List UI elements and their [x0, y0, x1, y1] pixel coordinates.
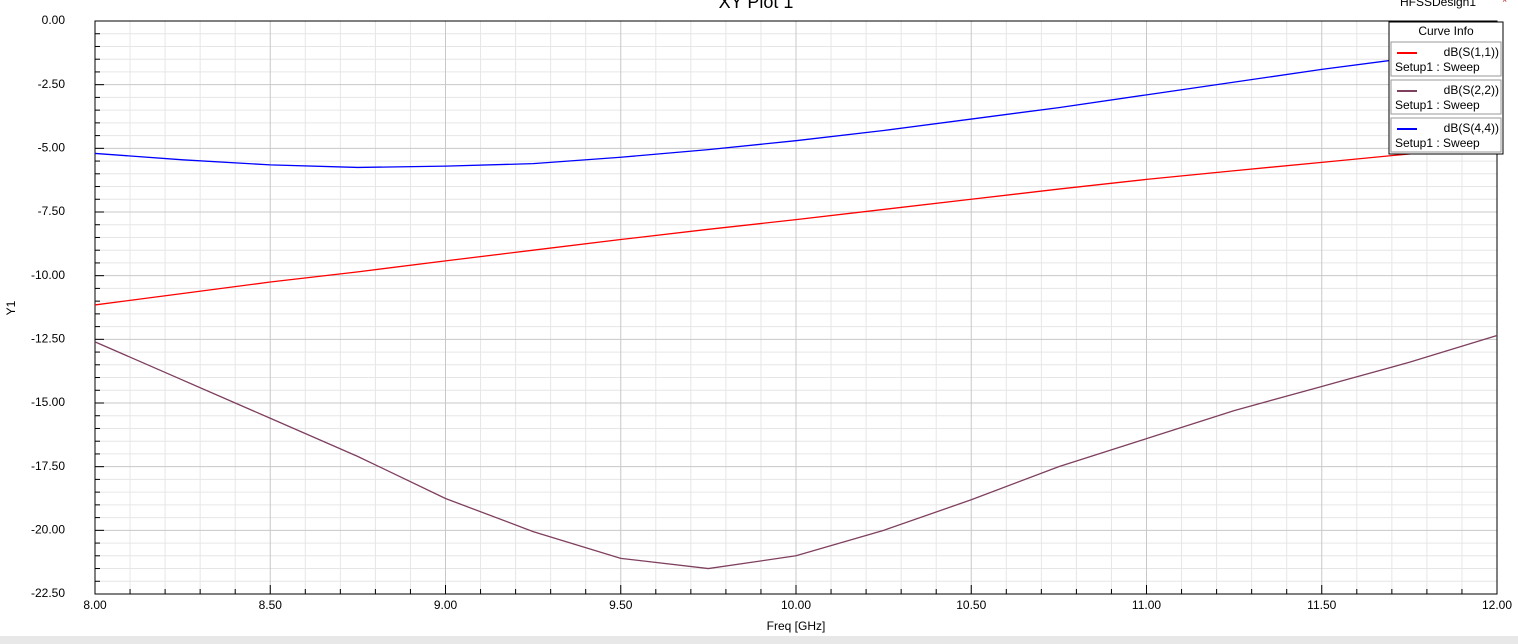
legend-entry-box [1390, 41, 1502, 77]
y-tick-label: -7.50 [38, 204, 66, 218]
legend-entry-box [1390, 79, 1502, 115]
status-strip [0, 636, 1518, 644]
y-tick-label: -2.50 [38, 77, 66, 91]
x-tick-label: 9.50 [609, 598, 633, 612]
legend-entry-box [1390, 117, 1502, 153]
y-tick-label: -20.00 [31, 523, 65, 537]
series-line [94, 45, 1498, 169]
legend-setup: Setup1 : Sweep [1395, 98, 1480, 112]
y-tick-label: 0.00 [42, 13, 66, 27]
x-tick-label: 11.50 [1307, 598, 1336, 612]
x-tick-label: 8.00 [83, 598, 107, 612]
y-tick-label: -5.00 [38, 141, 66, 155]
y-tick-label: -17.50 [31, 459, 65, 473]
y-axis-label: Y1 [4, 300, 18, 315]
x-tick-label: 10.50 [956, 598, 986, 612]
legend-setup: Setup1 : Sweep [1395, 60, 1480, 74]
legend-label: dB(S(4,4)) [1444, 121, 1499, 135]
design-marker: * [1502, 0, 1508, 10]
x-tick-label: 9.00 [434, 598, 458, 612]
x-tick-label: 11.00 [1132, 598, 1161, 612]
x-tick-label: 10.00 [781, 598, 811, 612]
plot-frame [94, 20, 1498, 595]
series-line [94, 145, 1498, 306]
y-tick-label: -15.00 [31, 395, 65, 409]
y-tick-label: -12.50 [31, 332, 65, 346]
x-tick-label: 12.00 [1482, 598, 1512, 612]
design-name: HFSSDesign1 [1400, 0, 1476, 9]
legend-label: dB(S(1,1)) [1444, 45, 1499, 59]
y-tick-label: -22.50 [31, 586, 65, 600]
legend-title: Curve Info [1418, 24, 1474, 38]
x-tick-label: 8.50 [259, 598, 283, 612]
y-tick-label: -10.00 [31, 268, 65, 282]
chart-title: XY Plot 1 [719, 0, 794, 12]
series-line [94, 334, 1498, 570]
legend-setup: Setup1 : Sweep [1395, 136, 1480, 150]
legend-label: dB(S(2,2)) [1444, 83, 1499, 97]
x-axis-label: Freq [GHz] [767, 619, 826, 633]
